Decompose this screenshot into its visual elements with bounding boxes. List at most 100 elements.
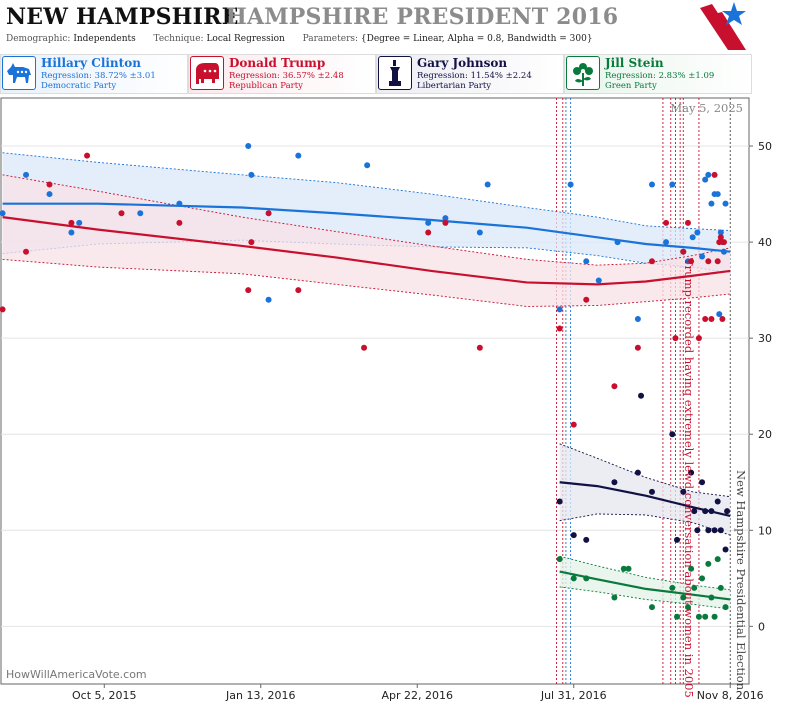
poll-point [23, 171, 30, 178]
poll-point [295, 152, 302, 159]
poll-point [722, 200, 729, 207]
upper-bound-line [2, 152, 731, 232]
candidate-name: Gary Johnson [417, 56, 508, 70]
poll-point [717, 584, 724, 591]
poll-point [716, 239, 723, 246]
candidate-name: Donald Trump [229, 56, 326, 70]
confidence-band [559, 443, 731, 536]
upper-bound-line [2, 174, 731, 266]
trend-line [2, 202, 731, 253]
parameters-label: Parameters: [302, 34, 359, 44]
event-annotation: New Hampshire Presidential Election [734, 470, 748, 691]
candidate-regression: Regression: 36.57% ±2.48 [229, 71, 344, 81]
poll-point [708, 315, 715, 322]
poll-point [669, 181, 676, 188]
poll-point [716, 311, 723, 318]
poll-point [717, 229, 724, 236]
poll-point [711, 613, 718, 620]
poll-point [694, 527, 701, 534]
poll-point [76, 219, 83, 226]
poll-point [611, 479, 618, 486]
poll-point [570, 532, 577, 539]
poll-point [620, 565, 627, 572]
poll-point [702, 613, 709, 620]
poll-point [705, 171, 712, 178]
poll-point [663, 239, 670, 246]
candidate-card-2[interactable]: Gary Johnson Regression: 11.54% ±2.24 Libe… [376, 54, 564, 94]
poll-point [705, 258, 712, 265]
poll-point [695, 613, 702, 620]
poll-point [245, 287, 252, 294]
poll-point [634, 344, 641, 351]
date-label: May 5, 2025 [670, 101, 743, 115]
poll-point [680, 594, 687, 601]
event-annotation: Trump recorded having extremely lewd con… [682, 258, 696, 698]
upper-bound-line [559, 443, 731, 498]
poll-point [137, 210, 144, 217]
poll-point [680, 488, 687, 495]
poll-point [688, 258, 695, 265]
candidate-name: Jill Stein [605, 56, 664, 70]
poll-point [714, 556, 721, 563]
poll-point [556, 556, 563, 563]
technique-value: Local Regression [206, 34, 285, 44]
elephant-icon [190, 56, 224, 90]
poll-chart: 0 10 20 30 40 50 Oct 5, 2015 Jan 13, 2016 Apr 22… [0, 97, 772, 702]
poll-point [705, 527, 712, 534]
poll-point [425, 229, 432, 236]
candidate-regression: Regression: 2.83% ±1.09 [605, 71, 715, 81]
candidate-card-1[interactable]: Donald Trump Regression: 36.57% ±2.48 Repu… [188, 54, 376, 94]
confidence-band [2, 152, 731, 273]
candidate-party: Republican Party [229, 81, 303, 91]
poll-point [688, 565, 695, 572]
poll-point [691, 584, 698, 591]
poll-point [583, 575, 590, 582]
poll-point [699, 575, 706, 582]
poll-point [648, 258, 655, 265]
parameters-line: Demographic: Independents Technique: Loc… [6, 34, 593, 44]
page-title: NEW HAMPSHIRE [6, 4, 239, 30]
poll-point [699, 253, 706, 260]
poll-point [708, 200, 715, 207]
poll-point [669, 431, 676, 438]
x-tick-label: Jul 31, 2016 [540, 689, 607, 702]
candidate-card-0[interactable]: Hillary Clinton Regression: 38.72% ±3.01 D… [0, 54, 188, 94]
poll-point [476, 344, 483, 351]
donkey-icon [2, 56, 36, 90]
poll-point [634, 315, 641, 322]
demographic-label: Demographic: [6, 34, 71, 44]
poll-point [680, 248, 687, 255]
poll-point [638, 392, 645, 399]
star-flag-logo-icon[interactable] [698, 0, 750, 52]
poll-point [364, 162, 371, 169]
poll-point [669, 584, 676, 591]
poll-point [708, 508, 715, 515]
poll-point [672, 335, 679, 342]
poll-point [695, 335, 702, 342]
candidate-card-3[interactable]: Jill Stein Regression: 2.83% ±1.09 Green P… [564, 54, 752, 94]
poll-point [711, 527, 718, 534]
poll-point [176, 200, 183, 207]
poll-point [295, 287, 302, 294]
candidate-regression: Regression: 38.72% ±3.01 [41, 71, 156, 81]
poll-point [720, 248, 727, 255]
confidence-band [559, 556, 731, 610]
poll-point [118, 210, 125, 217]
poll-point [663, 219, 670, 226]
poll-point [720, 239, 727, 246]
poll-point [442, 215, 449, 222]
candidate-regression: Regression: 11.54% ±2.24 [417, 71, 532, 81]
poll-point [714, 191, 721, 198]
y-tick-label: 20 [758, 428, 772, 441]
poll-point [265, 210, 272, 217]
poll-point [567, 181, 574, 188]
poll-point [476, 229, 483, 236]
poll-point [23, 248, 30, 255]
candidate-name: Hillary Clinton [41, 56, 141, 70]
poll-point [611, 383, 618, 390]
poll-point [68, 219, 75, 226]
poll-point [176, 219, 183, 226]
watermark: HowWillAmericaVote.com [6, 668, 147, 681]
poll-point [583, 536, 590, 543]
poll-point [702, 176, 709, 183]
